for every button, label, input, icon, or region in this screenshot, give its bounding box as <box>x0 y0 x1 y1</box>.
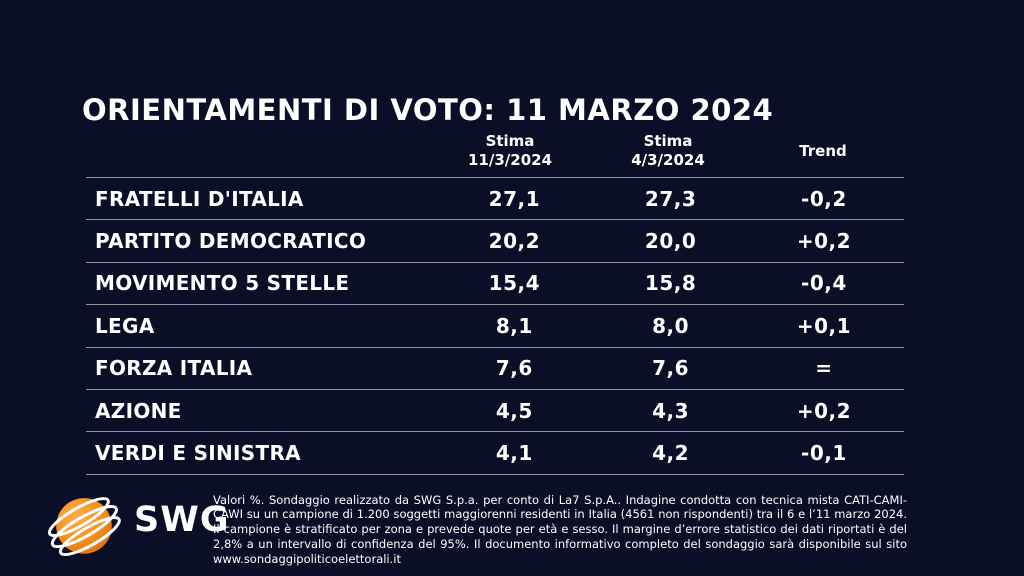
stima-new-value: 20,2 <box>488 229 541 254</box>
stima-old-value: 8,0 <box>652 313 690 338</box>
stima-old-value: 4,3 <box>652 398 690 423</box>
table-row: FORZA ITALIA 7,6 7,6 = <box>86 348 904 390</box>
trend-value: -0,4 <box>801 271 847 296</box>
stima-old-value: 15,8 <box>644 271 697 296</box>
stima-new-value: 15,4 <box>488 271 541 296</box>
table-row: VERDI E SINISTRA 4,1 4,2 -0,1 <box>86 432 904 475</box>
table-row: LEGA 8,1 8,0 +0,1 <box>86 305 904 348</box>
stima-old-value: 20,0 <box>644 229 697 254</box>
stima-new-value: 8,1 <box>495 313 533 338</box>
table-row: AZIONE 4,5 4,3 +0,2 <box>86 390 904 433</box>
party-name: AZIONE <box>95 398 182 423</box>
table-row: FRATELLI D'ITALIA 27,1 27,3 -0,2 <box>86 178 904 221</box>
stima-new-value: 4,1 <box>495 441 533 466</box>
stima-new-value: 4,5 <box>495 398 533 423</box>
trend-value: +0,2 <box>796 398 851 423</box>
column-header-stima-11-3-2024: Stima 11/3/2024 <box>467 132 553 169</box>
party-name: FORZA ITALIA <box>95 356 253 381</box>
swg-globe-icon <box>47 497 121 557</box>
trend-value: = <box>815 356 833 381</box>
party-name: PARTITO DEMOCRATICO <box>95 229 367 254</box>
poll-table: Stima 11/3/2024 Stima 4/3/2024 Trend FRA… <box>86 125 904 475</box>
table-row: MOVIMENTO 5 STELLE 15,4 15,8 -0,4 <box>86 263 904 306</box>
column-header-stima-4-3-2024: Stima 4/3/2024 <box>631 132 705 169</box>
trend-value: -0,1 <box>801 441 847 466</box>
trend-value: -0,2 <box>801 186 847 211</box>
column-header-trend: Trend <box>799 141 847 160</box>
survey-disclaimer-text: Valori %. Sondaggio realizzato da SWG S.… <box>213 492 907 567</box>
table-row: PARTITO DEMOCRATICO 20,2 20,0 +0,2 <box>86 220 904 263</box>
table-header-row: Stima 11/3/2024 Stima 4/3/2024 Trend <box>86 125 904 178</box>
party-name: LEGA <box>95 313 155 338</box>
trend-value: +0,2 <box>796 229 851 254</box>
party-name: VERDI E SINISTRA <box>95 441 301 466</box>
stima-new-value: 27,1 <box>488 186 541 211</box>
trend-value: +0,1 <box>796 313 851 338</box>
party-name: FRATELLI D'ITALIA <box>95 186 304 211</box>
stima-old-value: 4,2 <box>652 441 690 466</box>
stima-old-value: 27,3 <box>644 186 697 211</box>
swg-logo: SWG <box>40 482 230 564</box>
party-name: MOVIMENTO 5 STELLE <box>95 271 350 296</box>
swg-logo-text: SWG <box>134 500 230 540</box>
stima-new-value: 7,6 <box>495 356 533 381</box>
stima-old-value: 7,6 <box>652 356 690 381</box>
page-title: ORIENTAMENTI DI VOTO: 11 MARZO 2024 <box>82 93 774 128</box>
